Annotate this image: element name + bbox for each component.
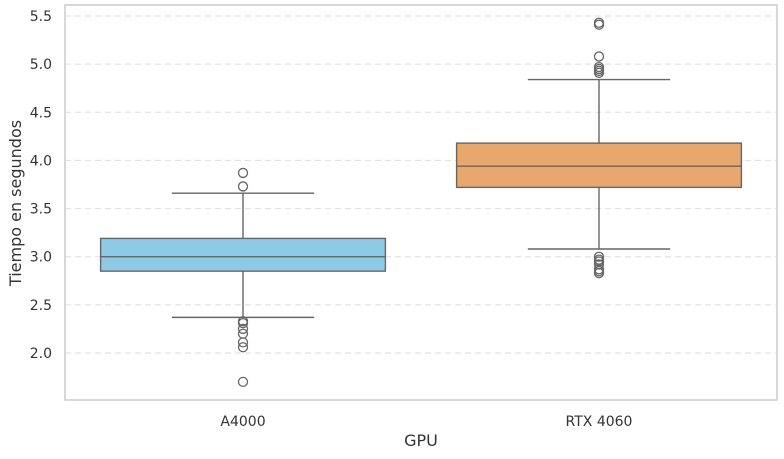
outlier-point [237,337,249,348]
outlier-point [593,251,605,262]
y-tick-label: 5.5 [30,9,52,25]
y-axis-label: Tiempo en segundos [6,120,25,287]
y-tick-label: 2.5 [30,298,52,314]
iqr-box [99,237,387,272]
outlier-point [593,19,605,30]
outlier-point [593,51,605,62]
iqr-box [455,142,743,189]
outlier-point [237,376,249,388]
outlier-point [237,181,249,192]
grid-lines [65,15,777,354]
outlier-point [593,67,605,78]
outlier-point [237,323,249,335]
box-a4000 [99,167,387,388]
box-series [99,17,743,388]
y-tick-label: 4.5 [30,105,52,121]
outlier-point [593,267,605,279]
y-tick-label: 5.0 [30,57,52,73]
x-axis-ticks: A4000 RTX 4060 [220,414,632,430]
x-axis-label: GPU [404,431,438,450]
y-tick-label: 4.0 [30,153,52,169]
x-tick-label: RTX 4060 [566,414,633,430]
outlier-point [237,167,249,179]
y-tick-label: 2.0 [30,346,52,362]
x-tick-label: A4000 [220,414,265,430]
outlier-point [237,318,249,329]
y-tick-label: 3.0 [30,250,52,266]
box-rtx-4060 [455,17,743,279]
y-axis-ticks: 2.0 2.5 3.0 3.5 4.0 4.5 5.0 5.5 [30,9,52,362]
y-tick-label: 3.5 [30,202,52,218]
outlier-point [237,342,249,353]
plot-area [64,4,778,401]
